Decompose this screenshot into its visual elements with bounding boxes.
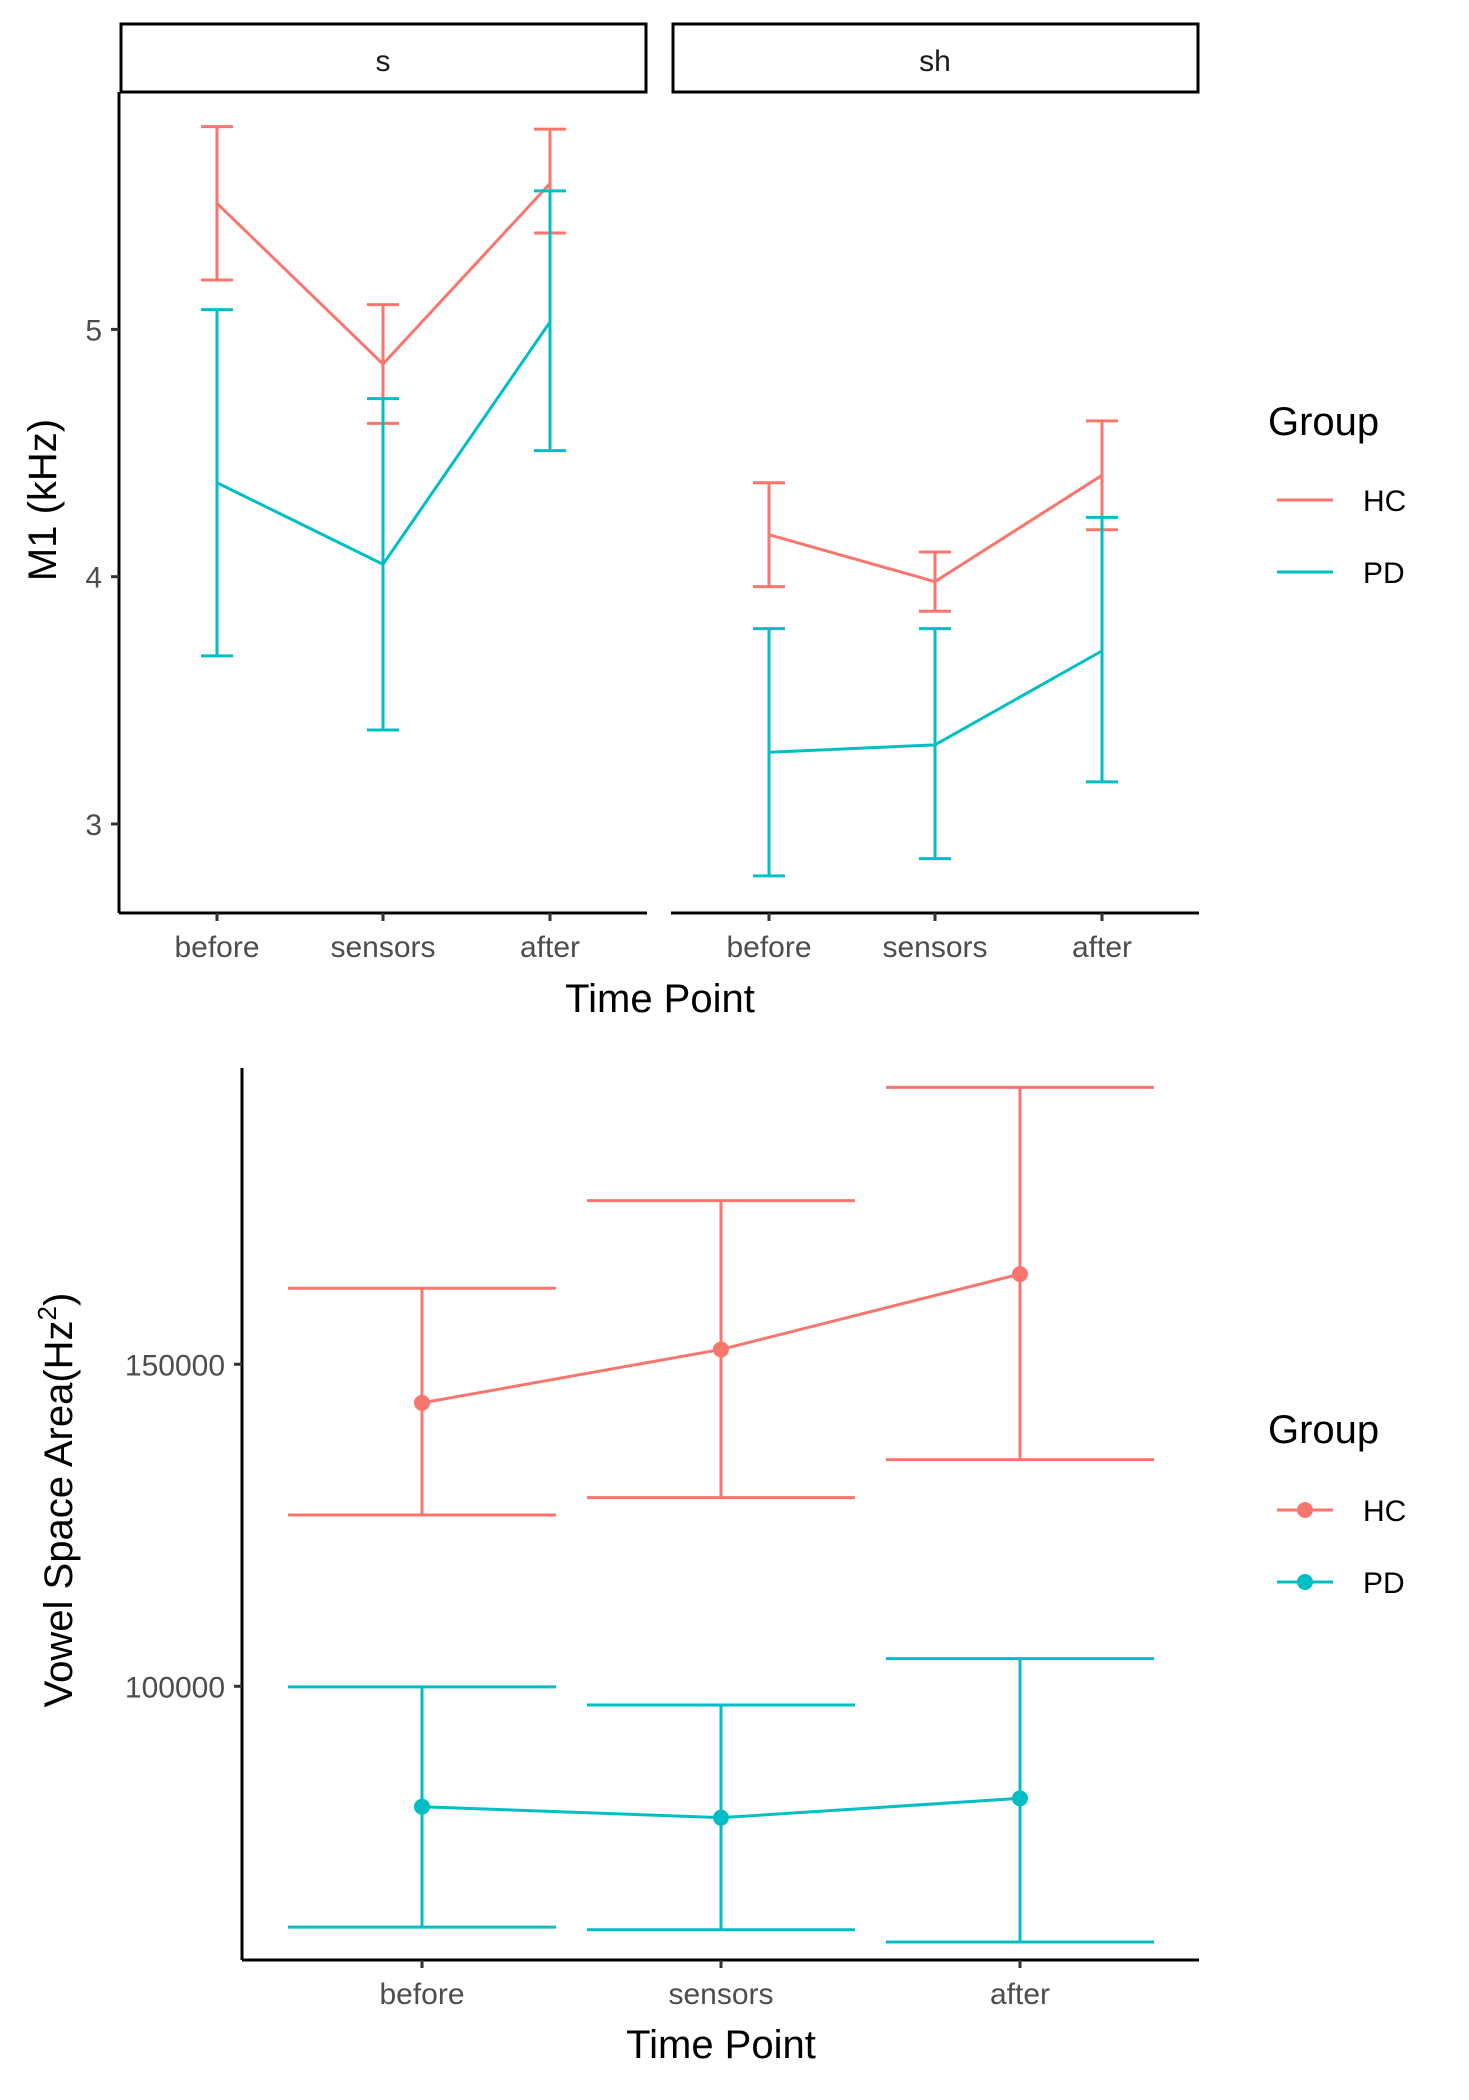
vsa-legend-label-hc: HC xyxy=(1363,1495,1406,1528)
facet-panel-sh xyxy=(753,419,1118,878)
m1-legend-label-pd: PD xyxy=(1363,557,1405,590)
vsa-legend-title: Group xyxy=(1268,1408,1379,1452)
m1-x-tick-label-s-sensors: sensors xyxy=(330,931,435,964)
m1-y-tick-label-4: 4 xyxy=(85,562,102,595)
facet-strip-sh: sh xyxy=(671,22,1200,94)
vsa-point-pd-after xyxy=(1012,1790,1028,1807)
m1-x-tick-label-sh-before: before xyxy=(726,931,811,964)
vsa-y-axis-title-superscript: 2 xyxy=(32,1306,62,1320)
m1-series-line-sh-pd xyxy=(768,649,1103,754)
m1-x-axis-title: Time Point xyxy=(565,977,755,1021)
facet-label-s: s xyxy=(376,45,391,78)
vsa-y-ticks: 100000 150000 xyxy=(125,1349,242,1704)
m1-series-line-s-hc xyxy=(215,182,552,367)
m1-x-tick-label-s-before: before xyxy=(174,931,259,964)
vsa-legend-label-pd: PD xyxy=(1363,1567,1405,1600)
vsa-point-hc-before xyxy=(414,1394,430,1411)
m1-plot: s sh 3 4 5 before sensors after before sensors… xyxy=(21,22,1406,1021)
m1-x-tick-label-s-after: after xyxy=(520,931,580,964)
m1-x-tick-label-sh-sensors: sensors xyxy=(882,931,987,964)
m1-legend-label-hc: HC xyxy=(1363,485,1406,518)
vsa-y-axis-title: Vowel Space Area(Hz2) xyxy=(32,1293,81,1708)
m1-legend-title: Group xyxy=(1268,400,1379,444)
m1-series-line-sh-hc xyxy=(768,474,1103,584)
vsa-x-tick-label-before: before xyxy=(379,1978,464,2011)
m1-y-axis-title: M1 (kHz) xyxy=(21,419,65,581)
vsa-x-ticks: before sensors after xyxy=(379,1960,1050,2011)
vsa-point-pd-before xyxy=(414,1798,430,1815)
facet-panel-s xyxy=(201,125,566,732)
m1-legend: Group HC PD xyxy=(1268,400,1406,590)
vsa-x-tick-label-sensors: sensors xyxy=(668,1978,773,2011)
vsa-point-hc-sensors xyxy=(713,1341,729,1358)
vsa-y-axis-title-close: ) xyxy=(37,1293,81,1306)
m1-series-line-s-pd xyxy=(216,321,552,567)
vsa-point-pd-sensors xyxy=(713,1809,729,1826)
facet-strip-s: s xyxy=(119,22,648,94)
m1-x-ticks: before sensors after before sensors after xyxy=(174,913,1132,964)
m1-y-ticks: 3 4 5 xyxy=(85,314,119,842)
facet-label-sh: sh xyxy=(919,45,951,78)
m1-x-tick-label-sh-after: after xyxy=(1072,931,1132,964)
m1-y-tick-label-3: 3 xyxy=(85,809,102,842)
vsa-legend-key-point-pd xyxy=(1297,1574,1313,1590)
vsa-y-tick-label-100000: 100000 xyxy=(125,1671,225,1704)
vsa-data xyxy=(288,1085,1154,1944)
vsa-y-tick-label-150000: 150000 xyxy=(125,1349,225,1382)
vsa-point-hc-after xyxy=(1012,1266,1028,1283)
vsa-x-tick-label-after: after xyxy=(990,1978,1050,2011)
vsa-y-axis-title-main: Vowel Space Area(Hz xyxy=(37,1320,81,1707)
m1-y-tick-label-5: 5 xyxy=(85,314,102,347)
vsa-legend-key-point-hc xyxy=(1297,1502,1313,1518)
vsa-plot: 100000 150000 before sensors after Time Poi… xyxy=(32,1068,1406,2067)
vsa-x-axis-title: Time Point xyxy=(626,2023,816,2067)
vsa-legend: Group HC PD xyxy=(1268,1408,1406,1600)
